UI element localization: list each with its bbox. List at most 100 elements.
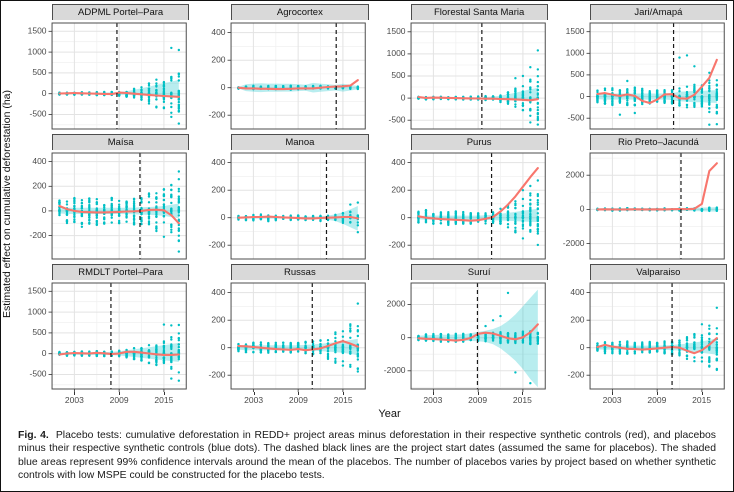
panel-title-strip: Manoa: [231, 134, 369, 150]
plot: -200 0 200 400: [209, 152, 366, 260]
svg-text:1000: 1000: [28, 306, 47, 316]
plot: -200 0 200 400: [388, 152, 546, 260]
x-tick-label: 2009: [468, 395, 488, 405]
panel-agrocortex: Agrocortex -200 0 200 400: [196, 4, 369, 132]
svg-text:200: 200: [32, 181, 46, 191]
plot: -500 0 500 1000 1500: [28, 282, 187, 392]
caption-text: Placebo tests: cumulative deforestation …: [18, 430, 716, 482]
svg-text:0: 0: [221, 342, 226, 352]
x-tick-label: 2009: [109, 395, 129, 405]
x-axis-tick-group: 2003 2009 2015: [590, 392, 727, 407]
panel-rio-preto-jacund-: Rio Preto–Jacundá -2000 0 2000: [555, 134, 727, 262]
x-tick-label: 2009: [288, 395, 308, 405]
svg-text:-500: -500: [30, 369, 47, 379]
x-axis-tick-group: 2003 2009 2015: [231, 392, 368, 407]
svg-text:0: 0: [42, 205, 47, 215]
x-tick-mark: [343, 392, 345, 395]
svg-text:400: 400: [570, 287, 584, 297]
svg-text:400: 400: [32, 156, 46, 166]
plot: -500 0 500 1000 1500: [386, 22, 546, 130]
panel-title-strip: Maísa: [52, 134, 190, 150]
svg-text:400: 400: [212, 27, 226, 37]
x-tick-label: 2015: [692, 395, 712, 405]
svg-text:-200: -200: [388, 239, 405, 249]
panel-grid: ADPML Portel–Para -500 0 500 1000 1500 Agrocor…: [17, 4, 727, 392]
y-axis-label: Estimated effect on cumulative deforesta…: [1, 90, 13, 319]
treatment-effect-line: [416, 323, 539, 342]
panel-title: Maísa: [107, 137, 134, 148]
svg-text:-2000: -2000: [383, 365, 405, 375]
svg-text:400: 400: [212, 287, 226, 297]
svg-text:200: 200: [570, 314, 584, 324]
panel-title: Jari/Amapá: [634, 7, 683, 18]
treatment-effect-line: [58, 91, 180, 98]
x-tick-mark: [432, 392, 434, 395]
svg-text:1500: 1500: [565, 26, 584, 36]
svg-text:500: 500: [32, 67, 46, 77]
x-axis-label: Year: [378, 408, 401, 420]
panel-valparaiso: Valparaiso -200 0 200 400: [555, 264, 727, 392]
x-tick-label: 2015: [333, 395, 353, 405]
x-axis-ticks-col-1: 2003 2009 2015: [17, 392, 189, 407]
svg-text:500: 500: [32, 327, 46, 337]
svg-text:-200: -200: [567, 369, 584, 379]
svg-text:0: 0: [400, 212, 405, 222]
panel-title-strip: Agrocortex: [231, 4, 369, 20]
treatment-effect-line: [596, 337, 718, 355]
caption-label: Fig. 4.: [18, 430, 49, 441]
x-tick-mark: [522, 392, 524, 395]
svg-text:1500: 1500: [386, 26, 405, 36]
treatment-effect-line: [58, 204, 180, 225]
placebo-tests-figure: Estimated effect on cumulative deforesta…: [1, 1, 733, 422]
panel-title-strip: Purus: [410, 134, 548, 150]
svg-text:1000: 1000: [386, 48, 405, 58]
svg-text:400: 400: [212, 157, 226, 167]
x-axis-ticks-col-4: 2003 2009 2015: [555, 392, 727, 407]
svg-text:1000: 1000: [565, 48, 584, 58]
svg-text:200: 200: [391, 184, 405, 194]
x-tick-mark: [701, 392, 703, 395]
figure-caption: Fig. 4. Placebo tests: cumulative defores…: [1, 422, 733, 483]
svg-text:1000: 1000: [28, 46, 47, 56]
x-axis-ticks-col-2: 2003 2009 2015: [196, 392, 368, 407]
panel-suru-: Suruí -2000 0 2000: [376, 264, 548, 392]
panel-manoa: Manoa -200 0 200 400: [196, 134, 369, 262]
x-tick-label: 2003: [64, 395, 84, 405]
panel-purus: Purus -200 0 200 400: [376, 134, 548, 262]
svg-text:-200: -200: [209, 109, 226, 119]
svg-text:1500: 1500: [28, 286, 47, 296]
panel-title-strip: Rio Preto–Jacundá: [589, 134, 727, 150]
panel-title-strip: Suruí: [410, 264, 548, 280]
svg-text:0: 0: [42, 88, 47, 98]
plot: -500 0 500 1000 1500: [565, 22, 725, 130]
panel-title-strip: RMDLT Portel–Para: [52, 264, 190, 280]
plot: -200 0 200 400: [30, 152, 187, 260]
svg-text:200: 200: [212, 54, 226, 64]
plot: -2000 0 2000: [563, 152, 725, 260]
panel-title: ADPML Portel–Para: [78, 7, 164, 18]
panel-title: RMDLT Portel–Para: [78, 267, 163, 278]
svg-text:0: 0: [221, 82, 226, 92]
svg-text:0: 0: [400, 332, 405, 342]
panel-ma-sa: Maísa -200 0 200 400: [17, 134, 190, 262]
panel-title-strip: ADPML Portel–Para: [52, 4, 190, 20]
x-tick-label: 2003: [244, 395, 264, 405]
treatment-effect-line: [596, 162, 718, 211]
x-axis-tick-group: 2003 2009 2015: [52, 392, 189, 407]
svg-text:-200: -200: [209, 239, 226, 249]
svg-text:0: 0: [221, 212, 226, 222]
panel-title: Manoa: [285, 137, 315, 148]
x-tick-mark: [656, 392, 658, 395]
svg-text:0: 0: [42, 348, 47, 358]
panel-title: Rio Preto–Jacundá: [617, 137, 699, 148]
x-tick-label: 2009: [647, 395, 667, 405]
treatment-effect-line: [237, 340, 360, 352]
svg-text:0: 0: [580, 342, 585, 352]
svg-text:-2000: -2000: [563, 238, 585, 248]
panel-florestal-santa-maria: Florestal Santa Maria -500 0 500 1000 1500: [376, 4, 548, 132]
svg-text:500: 500: [391, 70, 405, 80]
x-axis-ticks-col-3: 2003 2009 2015: [376, 392, 548, 407]
svg-text:-500: -500: [388, 114, 405, 124]
treatment-effect-line: [596, 58, 718, 105]
